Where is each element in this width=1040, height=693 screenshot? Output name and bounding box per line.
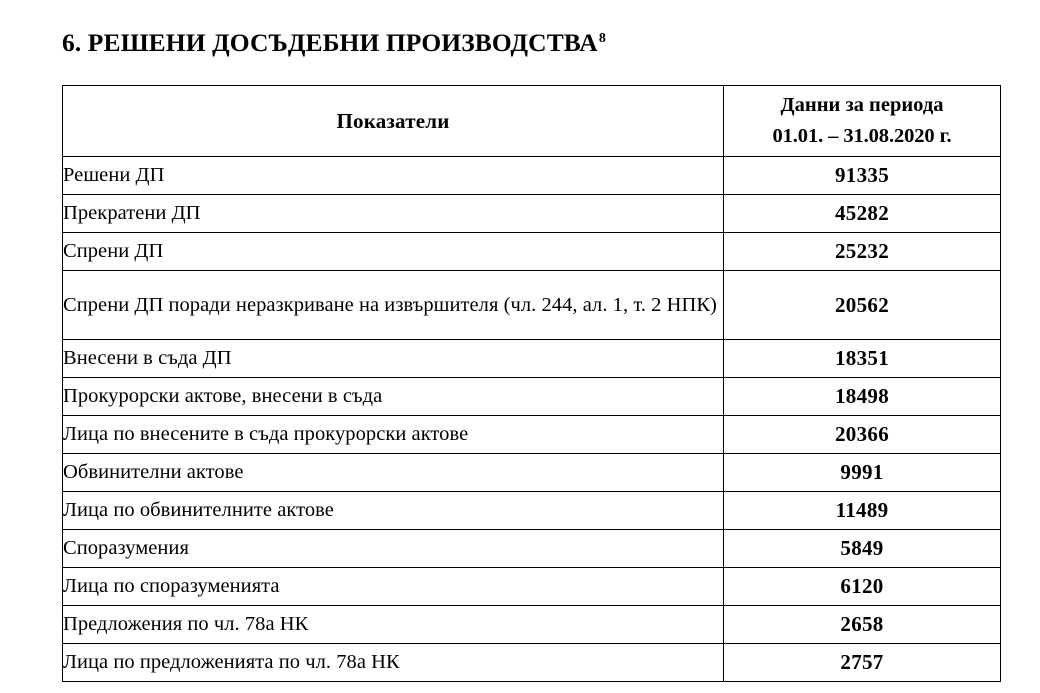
row-value: 2658	[723, 605, 1001, 644]
row-value: 2757	[723, 643, 1001, 682]
row-value: 91335	[723, 156, 1001, 195]
table-row: Прекратени ДП 45282	[62, 194, 1001, 233]
page-title: 6. РЕШЕНИ ДОСЪДЕБНИ ПРОИЗВОДСТВА8	[62, 28, 606, 57]
row-value: 20366	[723, 415, 1001, 454]
table-row: Прокурорски актове, внесени в съда 18498	[62, 377, 1001, 416]
table-row: Спрени ДП поради неразкриване на извърши…	[62, 270, 1001, 340]
row-indicator-label: Лица по споразуменията	[62, 567, 724, 606]
row-value: 9991	[723, 453, 1001, 492]
row-indicator-label: Обвинителни актове	[62, 453, 724, 492]
table-row: Решени ДП 91335	[62, 156, 1001, 195]
statistics-table: Показатели Данни за периода 01.01. – 31.…	[62, 85, 1001, 682]
row-indicator-label: Спрени ДП	[62, 232, 724, 271]
row-indicator-label: Внесени в съда ДП	[62, 339, 724, 378]
table-header: Показатели Данни за периода 01.01. – 31.…	[62, 85, 1001, 157]
statistics-table-container: Показатели Данни за периода 01.01. – 31.…	[62, 85, 1001, 682]
row-indicator-label: Решени ДП	[62, 156, 724, 195]
table-row: Лица по споразуменията 6120	[62, 567, 1001, 606]
table-row: Лица по обвинителните актове 11489	[62, 491, 1001, 530]
row-value: 18351	[723, 339, 1001, 378]
row-indicator-label: Прекратени ДП	[62, 194, 724, 233]
table-row: Внесени в съда ДП 18351	[62, 339, 1001, 378]
row-value: 6120	[723, 567, 1001, 606]
row-indicator-label: Лица по обвинителните актове	[62, 491, 724, 530]
row-value: 20562	[723, 270, 1001, 340]
row-indicator-label: Лица по внесените в съда прокурорски акт…	[62, 415, 724, 454]
row-value: 11489	[723, 491, 1001, 530]
table-header-row: Показатели Данни за периода 01.01. – 31.…	[62, 85, 1001, 157]
row-indicator-label: Предложения по чл. 78а НК	[62, 605, 724, 644]
row-indicator-label: Лица по предложенията по чл. 78а НК	[62, 643, 724, 682]
row-value: 5849	[723, 529, 1001, 568]
table-row: Предложения по чл. 78а НК 2658	[62, 605, 1001, 644]
row-indicator-label: Спрени ДП поради неразкриване на извърши…	[62, 270, 724, 340]
column-header-indicator: Показатели	[62, 85, 724, 157]
table-row: Лица по внесените в съда прокурорски акт…	[62, 415, 1001, 454]
table-row: Спрени ДП 25232	[62, 232, 1001, 271]
table-row: Споразумения 5849	[62, 529, 1001, 568]
table-body: Решени ДП 91335 Прекратени ДП 45282 Спрени Д…	[62, 156, 1001, 682]
row-value: 45282	[723, 194, 1001, 233]
row-value: 25232	[723, 232, 1001, 271]
row-indicator-label: Споразумения	[62, 529, 724, 568]
table-row: Лица по предложенията по чл. 78а НК 2757	[62, 643, 1001, 682]
page-title-text: 6. РЕШЕНИ ДОСЪДЕБНИ ПРОИЗВОДСТВА	[62, 28, 598, 58]
column-header-period: Данни за периода 01.01. – 31.08.2020 г.	[723, 85, 1001, 157]
column-header-period-line2: 01.01. – 31.08.2020 г.	[772, 125, 952, 147]
row-indicator-label: Прокурорски актове, внесени в съда	[62, 377, 724, 416]
column-header-period-line1: Данни за периода	[780, 94, 944, 117]
table-row: Обвинителни актове 9991	[62, 453, 1001, 492]
footnote-reference: 8	[598, 30, 606, 46]
row-value: 18498	[723, 377, 1001, 416]
